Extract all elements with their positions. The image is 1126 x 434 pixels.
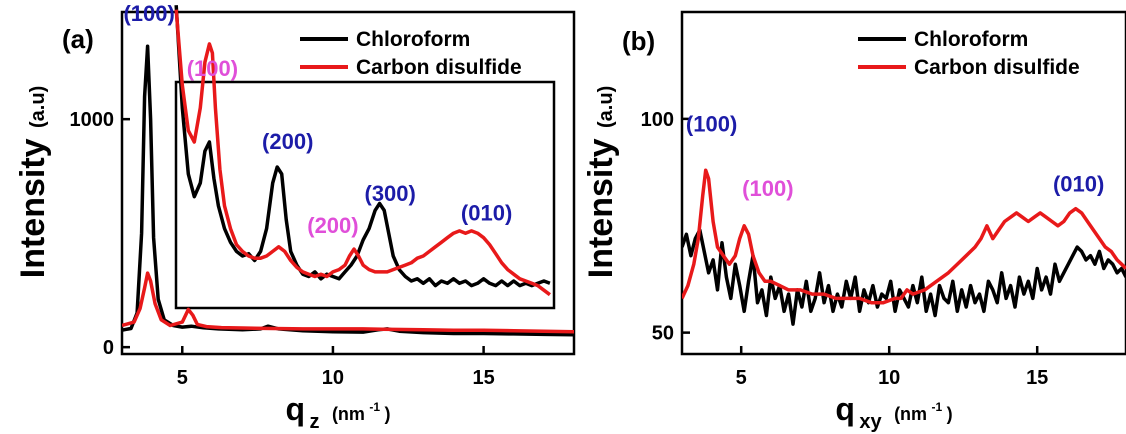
series-line-chloroform xyxy=(122,44,574,337)
peak-annotation: (010) xyxy=(1053,172,1104,197)
peak-annotation: (010) xyxy=(461,201,512,226)
series-line-carbon-disulfide xyxy=(122,271,574,334)
panel-a-lines xyxy=(122,5,574,337)
peak-annotation: (200) xyxy=(262,129,313,154)
series-group xyxy=(122,44,574,337)
inset-series-line-chloroform xyxy=(174,5,551,288)
xlabel-unit-exp: -1 xyxy=(932,400,943,414)
y-tick-label: 50 xyxy=(652,323,674,345)
xlabel-unit: (nm xyxy=(332,404,365,424)
panel-a-annotations: (100) (100) (200) (200) (300) (010) xyxy=(123,1,512,238)
panel-a-xlabel: q z (nm -1 ) xyxy=(285,391,390,433)
x-tick-label: 10 xyxy=(322,367,344,389)
ylabel-main: Intensity xyxy=(582,138,620,278)
panel-a-frame xyxy=(120,10,576,356)
x-tick-label: 5 xyxy=(177,367,188,389)
y-tick-label: 100 xyxy=(641,109,674,131)
peak-annotation: (100) xyxy=(187,56,238,81)
panel-b-xlabel: q xy (nm -1 ) xyxy=(835,391,952,433)
peak-annotation: (300) xyxy=(365,181,416,206)
xlabel-main: q xyxy=(285,391,305,427)
xlabel-unit-close: ) xyxy=(947,404,953,424)
peak-annotation: (100) xyxy=(123,1,174,26)
panel-b-legend: Chloroform Carbon disulfide xyxy=(858,28,1080,79)
legend-label-carbon-disulfide: Carbon disulfide xyxy=(914,56,1080,79)
panel-b-annotations: (100) (100) (010) xyxy=(686,112,1104,201)
xlabel-unit-exp: -1 xyxy=(369,400,380,414)
ylabel-unit: (a.u) xyxy=(27,86,49,128)
legend-label-chloroform: Chloroform xyxy=(356,28,470,51)
panel-a-label: (a) xyxy=(62,24,94,54)
y-tick-label: 1000 xyxy=(70,109,115,131)
xlabel-unit-close: ) xyxy=(385,404,391,424)
xlabel-main: q xyxy=(835,391,855,427)
panel-a-ylabel: Intensity (a.u) xyxy=(14,86,52,278)
ylabel-unit: (a.u) xyxy=(595,86,617,128)
inset-series-line-carbon-disulfide xyxy=(174,9,551,297)
inset-series-group xyxy=(174,5,551,297)
y-tick-label: 0 xyxy=(103,337,114,359)
x-tick-label: 15 xyxy=(472,367,494,389)
series-line-carbon-disulfide xyxy=(682,168,1126,305)
panel-a-legend: Chloroform Carbon disulfide xyxy=(300,28,522,79)
peak-annotation: (100) xyxy=(742,176,793,201)
panel-b-frame xyxy=(680,10,1126,356)
panel-b-label: (b) xyxy=(622,26,655,56)
panel-a-ticks: 5 10 15 0 1000 xyxy=(70,109,495,389)
x-tick-label: 5 xyxy=(736,367,747,389)
panel-b-ticks: 5 10 15 50 100 xyxy=(641,109,1049,389)
series-line-chloroform xyxy=(682,228,1126,326)
legend-label-chloroform: Chloroform xyxy=(914,28,1028,51)
x-tick-label: 10 xyxy=(878,367,900,389)
panel-a: (a) 5 10 15 0 1000 (100) (100) (200) (200) (300)… xyxy=(14,1,576,433)
xlabel-sub: z xyxy=(309,411,319,433)
svg-text:Intensity (a.u): Intensity (a.u) xyxy=(582,86,620,278)
x-tick-label: 15 xyxy=(1026,367,1048,389)
xlabel-unit: (nm xyxy=(894,404,927,424)
ylabel-main: Intensity xyxy=(14,138,52,278)
panel-b-ylabel: Intensity (a.u) xyxy=(582,86,620,278)
xlabel-sub: xy xyxy=(859,411,882,433)
panel-a-inset-frame xyxy=(174,80,556,310)
legend-label-carbon-disulfide: Carbon disulfide xyxy=(356,56,522,79)
peak-annotation: (100) xyxy=(686,112,737,137)
panel-b: (b) 5 10 15 50 100 (100) (100) (010) Chlorofor… xyxy=(582,10,1126,433)
panel-b-lines xyxy=(682,168,1126,326)
series-group xyxy=(682,168,1126,326)
peak-annotation: (200) xyxy=(307,213,358,238)
svg-text:Intensity (a.u): Intensity (a.u) xyxy=(14,86,52,278)
